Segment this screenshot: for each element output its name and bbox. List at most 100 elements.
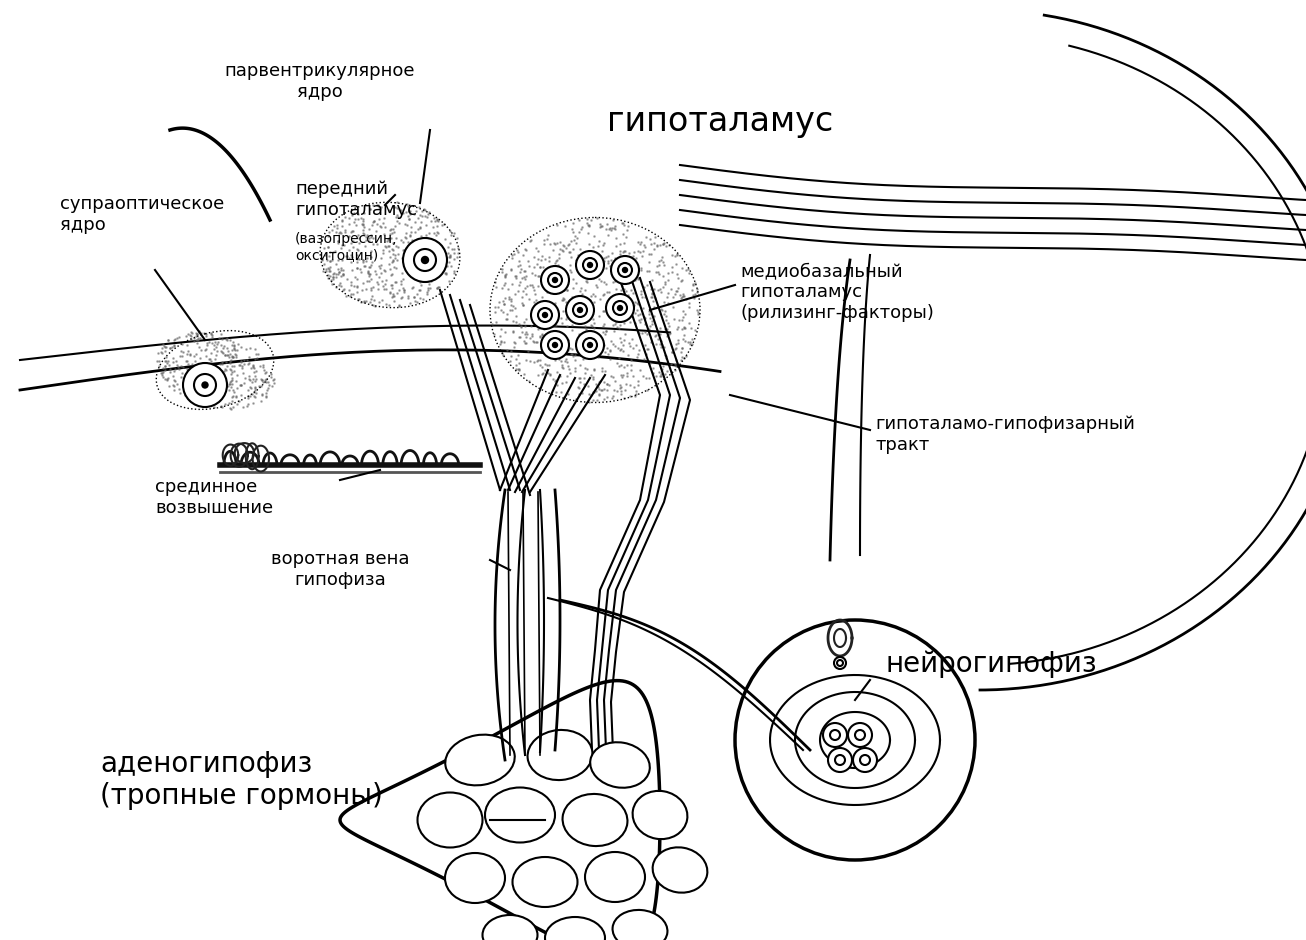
Point (155, 350, 176, 365)
Point (488, 294, 509, 309)
Point (323, 270, 343, 285)
Point (222, 364, 243, 379)
Point (639, 255, 660, 270)
Point (151, 366, 172, 381)
Point (543, 371, 564, 386)
Point (565, 252, 586, 267)
Point (389, 202, 410, 217)
Point (383, 293, 404, 308)
Point (614, 288, 635, 303)
Point (532, 248, 552, 263)
Point (528, 269, 549, 284)
Point (387, 200, 407, 215)
Point (359, 268, 380, 283)
Point (650, 333, 671, 348)
Point (499, 353, 520, 368)
Point (329, 265, 350, 280)
Point (492, 293, 513, 308)
Point (333, 266, 354, 281)
Point (439, 223, 460, 238)
Point (371, 258, 392, 273)
Point (368, 270, 389, 285)
Point (533, 365, 554, 380)
Point (370, 201, 390, 216)
Point (568, 212, 589, 227)
Point (407, 287, 428, 302)
Point (372, 243, 393, 258)
Point (628, 324, 649, 339)
Point (427, 219, 448, 234)
Point (494, 334, 515, 349)
Point (597, 383, 618, 398)
Point (427, 212, 448, 227)
Point (383, 253, 404, 268)
Ellipse shape (445, 853, 505, 903)
Point (584, 363, 605, 378)
Point (417, 209, 438, 224)
Point (428, 249, 449, 264)
Point (550, 368, 571, 384)
Point (641, 285, 662, 300)
Point (180, 368, 201, 384)
Point (509, 355, 530, 370)
Point (534, 274, 555, 290)
Point (227, 397, 248, 412)
Point (575, 319, 596, 334)
Point (208, 379, 229, 394)
Point (393, 282, 414, 297)
Point (381, 280, 402, 295)
Point (384, 274, 405, 290)
Point (554, 282, 575, 297)
Point (556, 369, 577, 384)
Point (509, 363, 530, 378)
Point (313, 257, 334, 272)
Point (515, 263, 535, 278)
Point (524, 334, 545, 349)
Point (316, 261, 337, 276)
Point (582, 311, 603, 326)
Point (325, 225, 346, 240)
Point (387, 208, 407, 223)
Point (682, 332, 703, 347)
Point (182, 372, 202, 387)
Point (379, 231, 400, 246)
Point (496, 311, 517, 326)
Point (439, 248, 460, 263)
Point (387, 286, 407, 301)
Point (178, 386, 199, 401)
Point (546, 318, 567, 333)
Point (611, 387, 632, 402)
Point (163, 364, 184, 379)
Ellipse shape (653, 847, 708, 893)
Point (579, 236, 599, 251)
Point (532, 367, 552, 382)
Point (603, 220, 624, 235)
Point (554, 274, 575, 290)
Point (619, 245, 640, 260)
Point (658, 286, 679, 301)
Point (349, 252, 370, 267)
Point (545, 352, 565, 368)
Circle shape (414, 249, 436, 271)
Point (400, 249, 421, 264)
Point (176, 384, 197, 399)
Point (432, 217, 453, 232)
Point (353, 252, 374, 267)
Point (524, 259, 545, 274)
Point (568, 370, 589, 385)
Point (671, 321, 692, 337)
Circle shape (588, 342, 593, 348)
Point (539, 302, 560, 317)
Point (422, 220, 443, 235)
Point (567, 337, 588, 352)
Point (620, 352, 641, 368)
Point (559, 365, 580, 380)
Point (231, 361, 252, 376)
Point (499, 303, 520, 318)
Point (376, 234, 397, 249)
Point (633, 309, 654, 324)
Point (392, 234, 413, 249)
Point (411, 209, 432, 224)
Point (171, 358, 192, 373)
Point (599, 378, 620, 393)
